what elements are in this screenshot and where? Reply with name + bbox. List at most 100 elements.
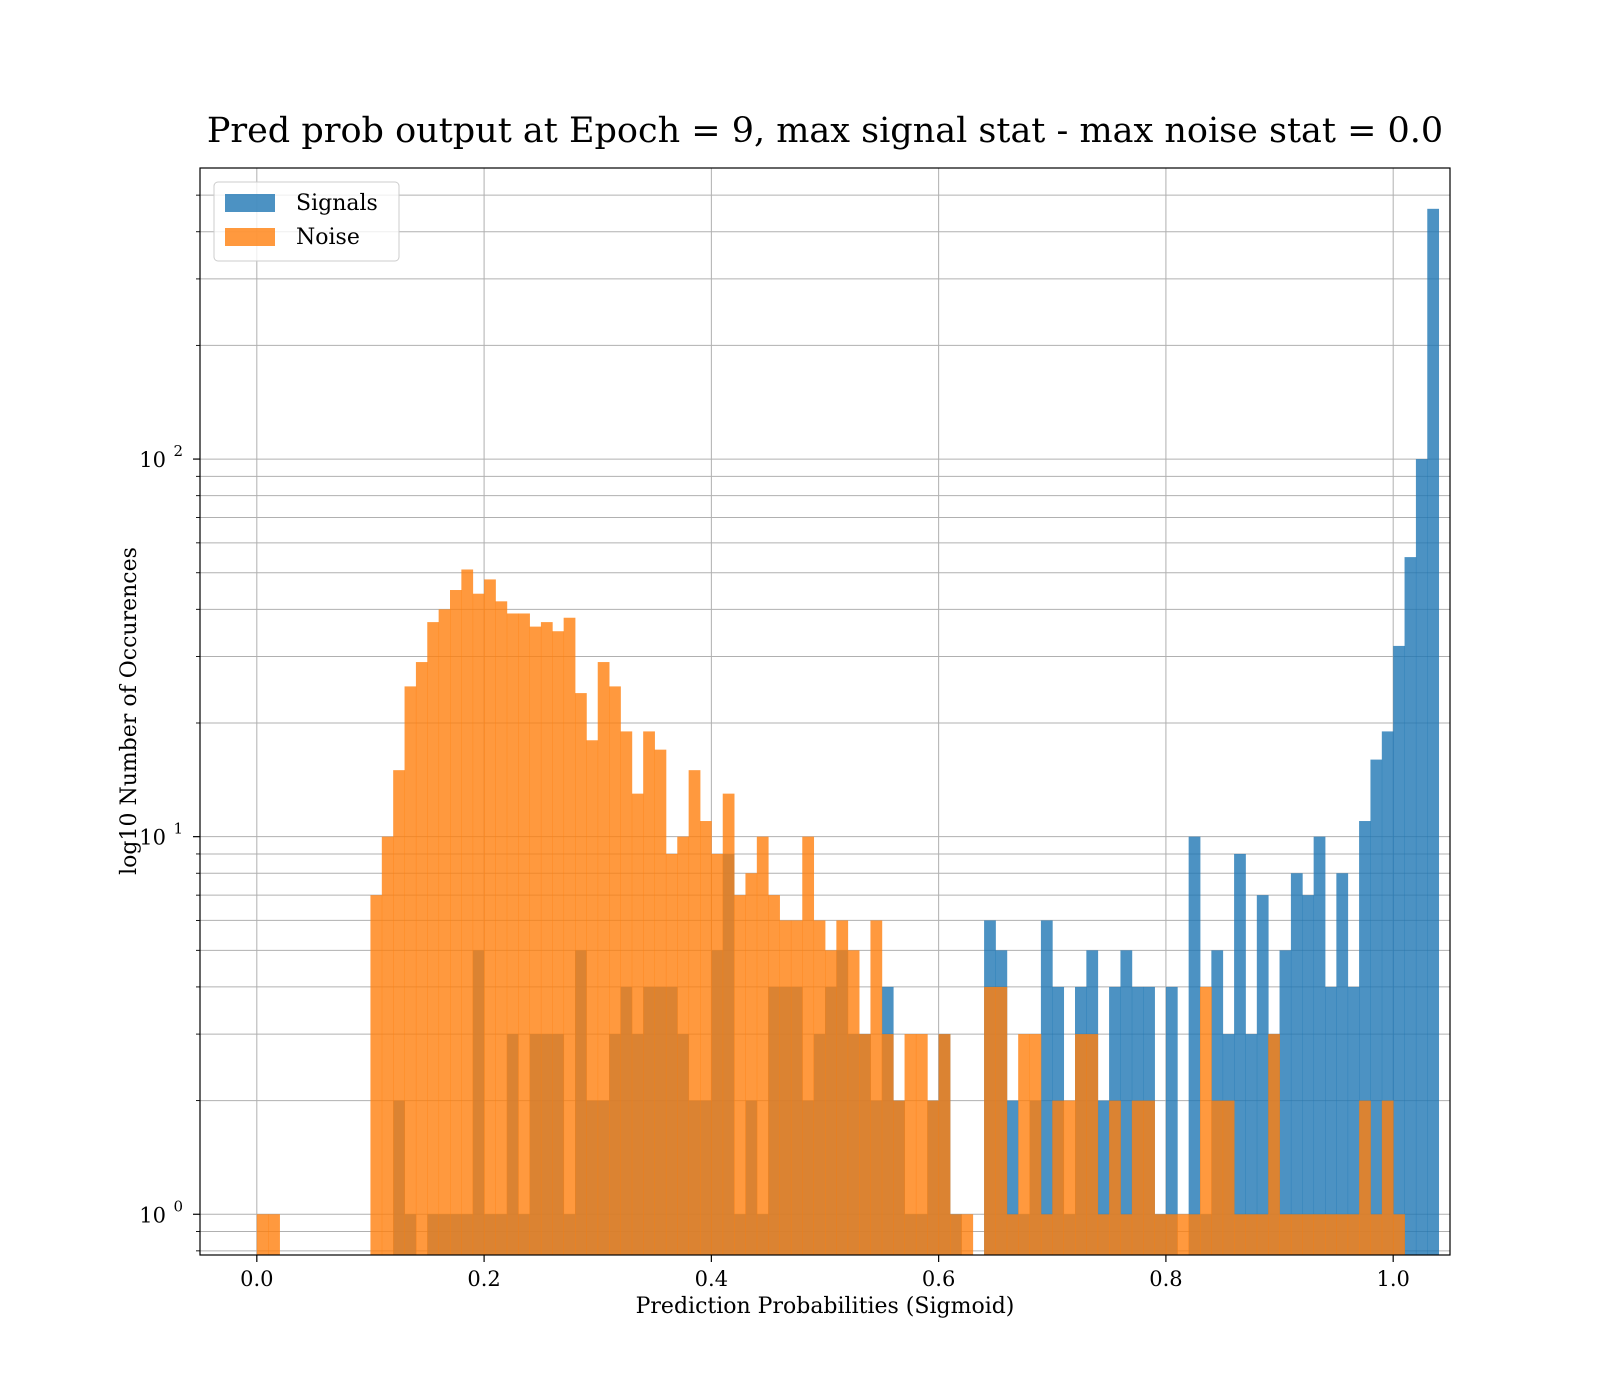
bar-noise [1165,1214,1178,1255]
bar-noise [1052,1100,1065,1255]
bar-noise [1029,1034,1042,1255]
bar-noise [893,1100,905,1255]
x-tick-label: 0.4 [695,1267,728,1291]
bar-noise [1325,1214,1337,1255]
bar-signals [1381,731,1394,1255]
bar-noise [495,601,508,1255]
x-tick-label: 0.6 [922,1267,955,1291]
x-tick-label: 0.2 [467,1267,500,1291]
bar-noise [1290,1214,1303,1255]
bar-noise [1200,986,1212,1255]
legend-swatch-signals [225,194,275,212]
bar-noise [1347,1214,1360,1255]
bar-signals [1336,873,1349,1255]
bar-noise [643,731,655,1255]
bar-noise [722,793,735,1255]
bar-noise [575,693,587,1255]
bar-noise [688,770,701,1255]
bar-noise [790,920,803,1255]
bar-noise [1370,1214,1383,1255]
bar-noise [1245,1214,1258,1255]
bar-noise [1188,1214,1201,1255]
bar-noise [450,590,462,1255]
bar-noise [415,662,428,1255]
bar-signals [1325,986,1337,1255]
bar-noise [1006,1214,1019,1255]
bar-signals [1359,821,1371,1255]
bar-signals [1097,1100,1110,1255]
bar-noise [256,1214,269,1255]
bar-noise [1131,1100,1144,1255]
bar-noise [904,1034,917,1255]
bar-signals [1006,1100,1019,1255]
bar-noise [1040,1214,1053,1255]
bar-noise [540,622,553,1255]
bar-noise [1302,1214,1315,1255]
y-tick-label-exponent: 2 [173,442,183,460]
bar-noise [586,740,599,1255]
bar-signals [1279,950,1292,1255]
bar-noise [859,1034,871,1255]
bar-noise [927,1100,940,1255]
bar-noise [370,895,383,1255]
x-tick-label: 0.8 [1149,1267,1182,1291]
y-tick-label-exponent: 1 [173,820,183,838]
bar-noise [620,731,633,1255]
bar-noise [654,749,667,1255]
bar-noise [1143,1100,1155,1255]
bar-noise [995,986,1008,1255]
bar-noise [836,920,849,1255]
bar-noise [938,1034,951,1255]
bar-noise [984,986,996,1255]
plot-frame [199,167,1451,1256]
bar-noise [756,836,769,1255]
bar-noise [950,1214,962,1255]
axis-ticks: 0.0 0.2 0.4 0.6 0.8 1.0 10 0 10 1 10 2 [139,194,1410,1291]
bar-signals [1188,836,1201,1255]
bar-noise [1234,1214,1246,1255]
bar-noise [484,579,496,1255]
bar-noise [825,950,837,1255]
legend-label-signals: Signals [296,191,378,216]
bar-noise [779,920,792,1255]
bar-signals [1370,759,1383,1255]
bar-noise [381,836,394,1255]
y-tick-label: 10 [139,1203,166,1227]
bar-noise [268,1214,280,1255]
bar-noise [518,613,530,1255]
bar-noise [1086,1034,1099,1255]
bar-signals [1120,950,1133,1255]
x-axis-label: Prediction Probabilities (Sigmoid) [636,1294,1015,1319]
bar-signals [1165,986,1178,1255]
bar-noise [472,593,485,1255]
chart-title: Pred prob output at Epoch = 9, max signa… [207,111,1443,151]
bar-noise [1336,1214,1349,1255]
bar-noise [1109,1100,1121,1255]
y-tick-label: 10 [139,448,166,472]
bar-signals [1393,645,1405,1255]
bar-noise [393,770,405,1255]
bar-noise [677,836,690,1255]
bar-noise [1154,1214,1167,1255]
bar-signals [1347,986,1360,1255]
bar-signals [1234,853,1246,1255]
y-tick-label-exponent: 0 [173,1197,183,1215]
bar-noise [847,950,860,1255]
bar-noise [529,626,542,1255]
bar-noise [700,821,712,1255]
bar-noise [870,920,883,1255]
bar-noise [1222,1100,1235,1255]
x-tick-label: 1.0 [1376,1267,1409,1291]
bar-noise [631,793,644,1255]
bar-signals [1245,1034,1258,1255]
bar-signals [1427,208,1440,1255]
y-tick-label: 10 [139,826,166,850]
bar-noise [1075,1034,1087,1255]
bar-noise [1063,1100,1076,1255]
bar-noise [768,895,780,1255]
bar-noise [1018,1034,1030,1255]
x-tick-label: 0.0 [240,1267,273,1291]
bar-noise [734,895,746,1255]
bar-noise [427,622,440,1255]
